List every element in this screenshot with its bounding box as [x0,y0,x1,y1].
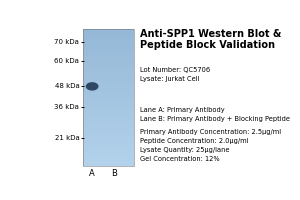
Text: B: B [111,169,117,178]
Text: 36 kDa: 36 kDa [55,104,79,110]
Bar [83,51,134,54]
Bar [83,45,134,47]
Bar [83,102,134,104]
Bar [83,115,134,118]
Bar [83,122,134,125]
Bar [83,106,134,109]
Bar [83,93,134,95]
Bar [83,33,134,35]
Bar [83,129,134,131]
Bar [83,163,134,166]
Bar [83,29,134,166]
Bar [83,147,134,150]
Bar [83,150,134,152]
Bar [83,113,134,115]
Bar [83,67,134,70]
Bar [83,72,134,74]
Bar [83,143,134,145]
Bar [83,81,134,83]
Bar [83,54,134,56]
Ellipse shape [86,82,98,91]
Text: Lane A: Primary Antibody
Lane B: Primary Antibody + Blocking Peptide: Lane A: Primary Antibody Lane B: Primary… [140,107,290,122]
Text: 60 kDa: 60 kDa [55,58,79,64]
Bar [83,141,134,143]
Bar [83,125,134,127]
Bar [83,131,134,134]
Bar [83,120,134,122]
Text: 48 kDa: 48 kDa [55,83,79,89]
Bar [83,31,134,33]
Bar [83,47,134,49]
Bar [83,161,134,163]
Bar [83,118,134,120]
Bar [83,97,134,99]
Bar [83,138,134,141]
Bar [83,127,134,129]
Bar [83,95,134,97]
Bar [83,35,134,38]
Bar [83,56,134,58]
Bar [83,159,134,161]
Bar [83,42,134,45]
Text: 21 kDa: 21 kDa [55,135,79,141]
Bar [83,79,134,81]
Bar [83,83,134,86]
Bar [83,61,134,63]
Bar [83,111,134,113]
Bar [83,29,134,31]
Bar [83,157,134,159]
Bar [83,134,134,136]
Bar [83,65,134,67]
Bar [83,145,134,147]
Bar [83,88,134,90]
Bar [83,136,134,138]
Text: Primary Antibody Concentration: 2.5μg/ml
Peptide Concentration: 2.0μg/ml
Lysate : Primary Antibody Concentration: 2.5μg/ml… [140,129,281,162]
Bar [83,70,134,72]
Bar [83,90,134,93]
Bar [83,77,134,79]
Bar [83,63,134,65]
Bar [83,99,134,102]
Bar [83,154,134,157]
Text: Lot Number: QC5706
Lysate: Jurkat Cell: Lot Number: QC5706 Lysate: Jurkat Cell [140,67,210,82]
Bar [83,86,134,88]
Bar [83,109,134,111]
Bar [83,58,134,61]
Bar [83,74,134,77]
Bar [83,49,134,51]
Bar [83,152,134,154]
Text: A: A [89,169,95,178]
Bar [83,40,134,42]
Bar [83,38,134,40]
Text: Anti-SPP1 Western Blot &
Peptide Block Validation: Anti-SPP1 Western Blot & Peptide Block V… [140,29,281,50]
Bar [83,104,134,106]
Text: 70 kDa: 70 kDa [55,39,79,45]
